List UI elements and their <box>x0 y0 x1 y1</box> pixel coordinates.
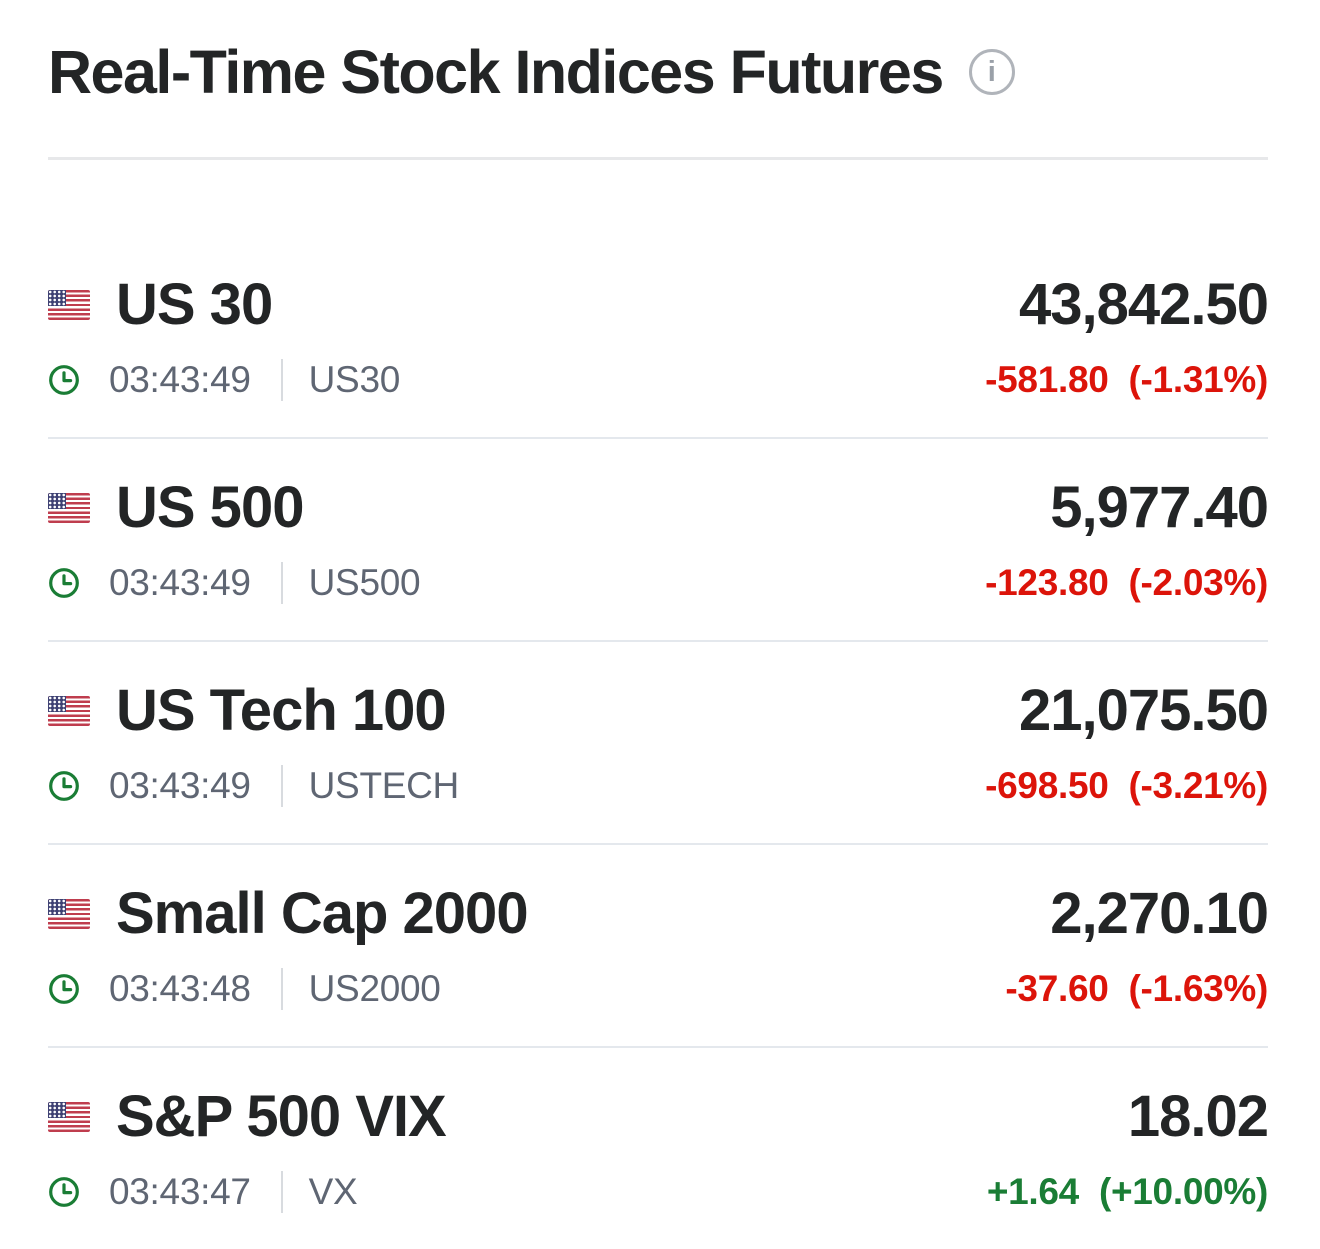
price-change-percent: (-2.03%) <box>1128 562 1269 603</box>
page-title: Real-Time Stock Indices Futures <box>48 38 944 106</box>
vertical-divider <box>280 1171 283 1213</box>
last-price: 21,075.50 <box>1018 678 1269 743</box>
clock-icon <box>48 1176 80 1208</box>
price-change: -698.50 <box>985 765 1109 806</box>
clock-icon <box>48 973 80 1005</box>
instrument-row[interactable]: Small Cap 2000 2,270.10 03:43:48 US2000 … <box>48 845 1269 1046</box>
instrument-symbol: US30 <box>308 359 401 400</box>
vertical-divider <box>280 765 283 807</box>
price-change-percent: (-1.31%) <box>1128 359 1269 400</box>
stock-indices-futures-widget: Real-Time Stock Indices Futures i US 30 … <box>0 38 1320 1249</box>
instrument-name: US 500 <box>116 475 304 540</box>
instrument-row[interactable]: US 30 43,842.50 03:43:49 US30 -581.80 (-1… <box>48 236 1269 437</box>
last-update-time: 03:43:48 <box>109 968 251 1009</box>
price-change: +1.64 <box>986 1171 1079 1212</box>
instrument-symbol: VX <box>308 1171 358 1212</box>
price-change-percent: (+10.00%) <box>1098 1171 1268 1212</box>
us-flag-icon <box>48 696 90 726</box>
last-price: 2,270.10 <box>1050 881 1269 946</box>
price-change: -37.60 <box>1005 968 1109 1009</box>
price-change-percent: (-1.63%) <box>1128 968 1269 1009</box>
us-flag-icon <box>48 899 90 929</box>
change-line: -698.50 (-3.21%) <box>985 764 1268 808</box>
us-flag-icon <box>48 1102 90 1132</box>
instrument-name: S&P 500 VIX <box>116 1084 447 1149</box>
clock-icon <box>48 567 80 599</box>
instrument-symbol: USTECH <box>308 765 460 806</box>
clock-icon <box>48 364 80 396</box>
header-divider <box>48 157 1268 160</box>
instrument-row[interactable]: US 500 5,977.40 03:43:49 US500 -123.80 (-… <box>48 439 1269 640</box>
price-change-percent: (-3.21%) <box>1128 765 1269 806</box>
instrument-name: US Tech 100 <box>116 678 447 743</box>
last-price: 43,842.50 <box>1018 272 1269 337</box>
vertical-divider <box>280 562 283 604</box>
last-update-time: 03:43:49 <box>109 359 251 400</box>
last-update-time: 03:43:49 <box>109 562 251 603</box>
us-flag-icon <box>48 290 90 320</box>
change-line: -123.80 (-2.03%) <box>985 561 1268 605</box>
row-divider <box>48 1046 1268 1048</box>
instrument-row[interactable]: US Tech 100 21,075.50 03:43:49 USTECH -6… <box>48 642 1269 843</box>
instrument-name: Small Cap 2000 <box>116 881 529 946</box>
last-price: 18.02 <box>1127 1084 1269 1149</box>
info-icon[interactable]: i <box>968 49 1015 95</box>
price-change: -123.80 <box>985 562 1109 603</box>
clock-icon <box>48 770 80 802</box>
instrument-symbol: US2000 <box>308 968 441 1009</box>
vertical-divider <box>280 968 283 1010</box>
row-divider <box>48 640 1268 642</box>
row-divider <box>48 843 1268 845</box>
last-update-time: 03:43:47 <box>109 1171 251 1212</box>
change-line: -581.80 (-1.31%) <box>985 358 1268 402</box>
row-divider <box>48 437 1268 439</box>
change-line: +1.64 (+10.00%) <box>987 1170 1268 1214</box>
instrument-symbol: US500 <box>308 562 421 603</box>
price-change: -581.80 <box>985 359 1109 400</box>
instrument-row[interactable]: S&P 500 VIX 18.02 03:43:47 VX +1.64 (+10.… <box>48 1048 1269 1249</box>
us-flag-icon <box>48 493 90 523</box>
last-price: 5,977.40 <box>1050 475 1269 540</box>
last-update-time: 03:43:49 <box>109 765 251 806</box>
indices-list: US 30 43,842.50 03:43:49 US30 -581.80 (-1… <box>48 236 1269 1249</box>
widget-header: Real-Time Stock Indices Futures i <box>48 38 1268 106</box>
vertical-divider <box>280 359 283 401</box>
instrument-name: US 30 <box>116 272 273 337</box>
change-line: -37.60 (-1.63%) <box>1005 967 1268 1011</box>
